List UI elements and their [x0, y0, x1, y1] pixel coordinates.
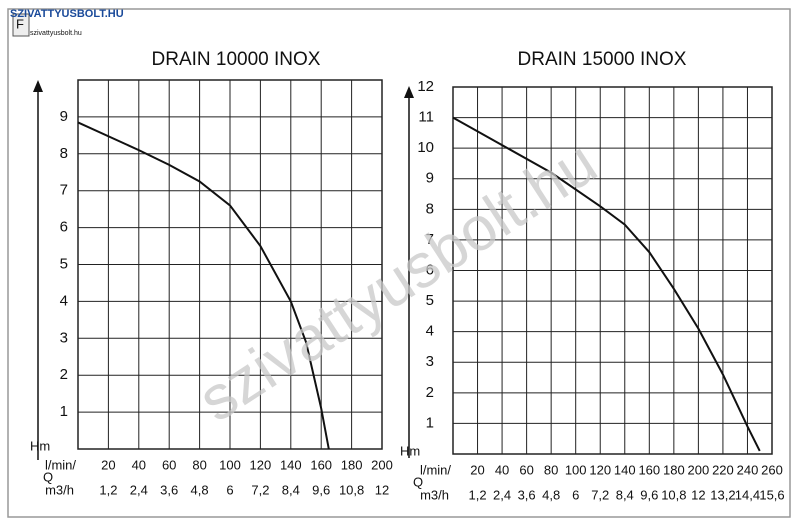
x2-tick-label: 1,2 — [468, 487, 486, 502]
x-tick-label: 260 — [761, 462, 783, 477]
x2-tick-label: 6 — [572, 487, 579, 502]
x2-tick-label: 8,4 — [616, 487, 634, 502]
x2-tick-label: 9,6 — [640, 487, 658, 502]
x-tick-label: 120 — [250, 457, 272, 472]
y-tick-label: 12 — [417, 78, 434, 95]
watermark: szivattyusbolt.hu — [187, 128, 609, 436]
y-tick-label: 3 — [426, 353, 434, 370]
x-tick-label: 80 — [544, 462, 558, 477]
x2-tick-label: 10,8 — [339, 482, 364, 497]
x2-tick-label: 1,2 — [99, 482, 117, 497]
x2-tick-label: 14,4 — [735, 487, 760, 502]
y-tick-label: 3 — [60, 329, 68, 346]
y-tick-label: 6 — [426, 261, 434, 278]
y-tick-label: 11 — [418, 109, 434, 126]
y-tick-label: 1 — [60, 403, 68, 420]
x-tick-label: 40 — [132, 457, 146, 472]
y-tick-label: 10 — [417, 139, 434, 156]
x2-tick-label: 2,4 — [130, 482, 148, 497]
y-tick-label: 4 — [60, 292, 68, 309]
y-tick-label: 2 — [60, 366, 68, 383]
chart-title: DRAIN 15000 INOX — [518, 49, 687, 70]
x-tick-label: 80 — [192, 457, 206, 472]
x2-tick-label: 12 — [691, 487, 705, 502]
x2-tick-label: 4,8 — [542, 487, 560, 502]
x2-tick-label: 7,2 — [251, 482, 269, 497]
x-axis-label: l/min/ — [420, 462, 451, 477]
x-tick-label: 200 — [688, 462, 710, 477]
y-tick-label: 1 — [426, 414, 434, 431]
x-tick-label: 160 — [310, 457, 332, 472]
curve — [77, 121, 330, 450]
x-tick-label: 40 — [495, 462, 509, 477]
x-tick-label: 160 — [638, 462, 660, 477]
axis-arrows — [33, 80, 414, 460]
x-tick-label: 60 — [162, 457, 176, 472]
x2-tick-label: 13,2 — [710, 487, 735, 502]
frame — [7, 8, 791, 518]
logo-letter: F — [16, 16, 24, 31]
x2-axis-label: m3/h — [45, 482, 74, 497]
x2-tick-label: 15,6 — [759, 487, 784, 502]
x-tick-label: 240 — [737, 462, 759, 477]
y-axis-label: Hm — [30, 438, 50, 453]
y-tick-label: 8 — [60, 145, 68, 162]
x-tick-label: 20 — [101, 457, 115, 472]
y-tick-label: 6 — [60, 219, 68, 236]
x2-tick-label: 8,4 — [282, 482, 300, 497]
x2-tick-label: 7,2 — [591, 487, 609, 502]
x2-tick-label: 2,4 — [493, 487, 511, 502]
x-tick-label: 200 — [371, 457, 393, 472]
x-tick-label: 60 — [519, 462, 533, 477]
x2-tick-label: 6 — [226, 482, 233, 497]
x2-tick-label: 3,6 — [160, 482, 178, 497]
y-tick-label: 2 — [426, 384, 434, 401]
x-tick-label: 120 — [589, 462, 611, 477]
x-tick-label: 100 — [565, 462, 587, 477]
x-tick-label: 20 — [470, 462, 484, 477]
logo-icon — [12, 13, 30, 37]
q-label: Q — [43, 469, 53, 484]
logo-tagline: szivattyusbolt.hu — [30, 30, 82, 37]
x-tick-label: 140 — [280, 457, 302, 472]
y-tick-label: 5 — [426, 292, 434, 309]
y-tick-label: 9 — [60, 108, 68, 125]
y-tick-label: 4 — [426, 323, 434, 340]
x2-tick-label: 10,8 — [661, 487, 686, 502]
x-tick-label: 180 — [341, 457, 363, 472]
x-tick-label: 180 — [663, 462, 685, 477]
x-tick-label: 220 — [712, 462, 734, 477]
y-tick-label: 8 — [426, 200, 434, 217]
x2-tick-label: 9,6 — [312, 482, 330, 497]
x-tick-label: 100 — [219, 457, 241, 472]
x-axis-label: l/min/ — [45, 457, 76, 472]
y-tick-label: 9 — [426, 170, 434, 187]
chart-title: DRAIN 10000 INOX — [152, 49, 321, 70]
q-label: Q — [413, 474, 423, 489]
curve — [452, 116, 761, 452]
y-tick-label: 7 — [60, 182, 68, 199]
x2-tick-label: 4,8 — [191, 482, 209, 497]
x2-tick-label: 12 — [375, 482, 389, 497]
x2-tick-label: 3,6 — [518, 487, 536, 502]
y-tick-label: 5 — [60, 255, 68, 272]
x-tick-label: 140 — [614, 462, 636, 477]
y-tick-label: 7 — [426, 231, 434, 248]
y-axis-label: Hm — [400, 443, 420, 458]
x2-axis-label: m3/h — [420, 487, 449, 502]
logo-brand: SZIVATTYUSBOLT.HU — [10, 8, 124, 20]
